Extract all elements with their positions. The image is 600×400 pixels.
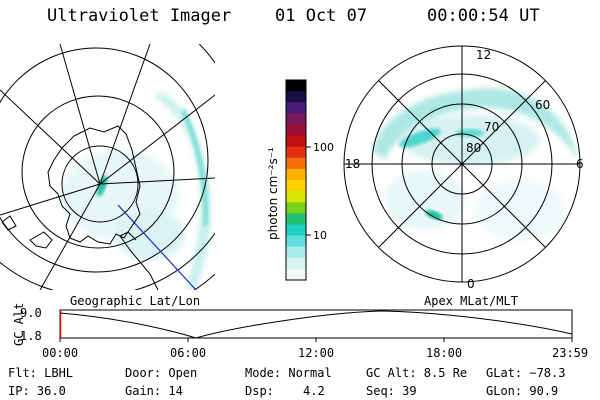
colorbar-swatch xyxy=(286,268,306,281)
colorbar-swatch xyxy=(286,180,306,192)
colorbar-swatch xyxy=(286,80,306,92)
xtick-1200: 12:00 xyxy=(298,346,335,360)
geographic-label: Geographic Lat/Lon xyxy=(70,294,201,308)
colorbar-swatch xyxy=(286,213,306,225)
colorbar-swatch xyxy=(286,124,306,137)
colorbar-swatch xyxy=(286,224,306,237)
colorbar-swatch xyxy=(286,235,306,248)
status-gain: Gain: 14 xyxy=(125,384,183,398)
coastline xyxy=(1,125,159,290)
apex-label: Apex MLat/MLT xyxy=(424,294,518,308)
colorbar-swatch xyxy=(286,202,306,214)
instrument-title: Ultraviolet Imager xyxy=(47,6,232,26)
status-filter: Flt: LBHL xyxy=(8,366,74,380)
colorbar-swatch xyxy=(286,113,306,125)
mlt-label-18: 18 xyxy=(345,157,360,171)
aurora-oval-right xyxy=(399,128,441,148)
colorbar-swatch xyxy=(286,257,306,270)
colorbar-frame xyxy=(285,79,307,281)
colorbar-swatch xyxy=(286,191,306,203)
mlt-label-6: 6 xyxy=(576,157,584,171)
colorbar-swatch xyxy=(286,157,306,170)
status-mode: Mode: Normal xyxy=(245,366,332,380)
status-glon: GLon: 90.9 xyxy=(486,384,559,398)
time-label: 00:00:54 UT xyxy=(427,6,540,26)
geographic-map xyxy=(0,44,215,290)
mlt-label-12: 12 xyxy=(476,48,491,62)
xtick-0600: 06:00 xyxy=(170,346,207,360)
status-ip: IP: 36.0 xyxy=(8,384,66,398)
status-dsp-value: 4.2 xyxy=(303,384,325,398)
polar-plot: 12 18 6 0 60 70 80 xyxy=(343,45,584,291)
status-door: Door: Open xyxy=(125,366,198,380)
status-dsp-label: Dsp: xyxy=(245,384,274,398)
aurora-oval-left xyxy=(181,108,209,226)
status-glat: GLat: −78.3 xyxy=(486,366,566,380)
status-seq: Seq: 39 xyxy=(366,384,417,398)
xtick-1800: 18:00 xyxy=(426,346,463,360)
status-gc-alt: GC Alt: 8.5 Re xyxy=(366,366,468,380)
colorbar-tick-100: 100 xyxy=(313,141,334,154)
lat-label-70: 70 xyxy=(484,120,499,134)
date-label: 01 Oct 07 xyxy=(275,6,368,26)
colorbar-swatch xyxy=(286,102,306,114)
colorbar-swatch xyxy=(286,135,306,148)
lat-label-60: 60 xyxy=(535,98,550,112)
colorbar-swatch xyxy=(286,246,306,259)
altitude-ytick-9: 9.0 xyxy=(20,306,42,320)
xtick-2359: 23:59 xyxy=(552,346,589,360)
colorbar-swatch xyxy=(286,168,306,181)
altitude-curve xyxy=(59,310,573,339)
altitude-plot xyxy=(59,309,573,342)
lat-label-80: 80 xyxy=(466,141,481,155)
colorbar xyxy=(286,80,306,281)
colorbar-swatch xyxy=(286,146,306,159)
xtick-0000: 00:00 xyxy=(42,346,79,360)
colorbar-unit-label: photon cm⁻²s⁻¹ xyxy=(266,147,280,240)
aurora-spot-right xyxy=(425,210,443,220)
altitude-ytick-1-8: 1.8 xyxy=(20,329,42,343)
mlt-label-0: 0 xyxy=(467,277,475,291)
colorbar-tick-10: 10 xyxy=(313,229,327,242)
colorbar-swatch xyxy=(286,91,306,103)
